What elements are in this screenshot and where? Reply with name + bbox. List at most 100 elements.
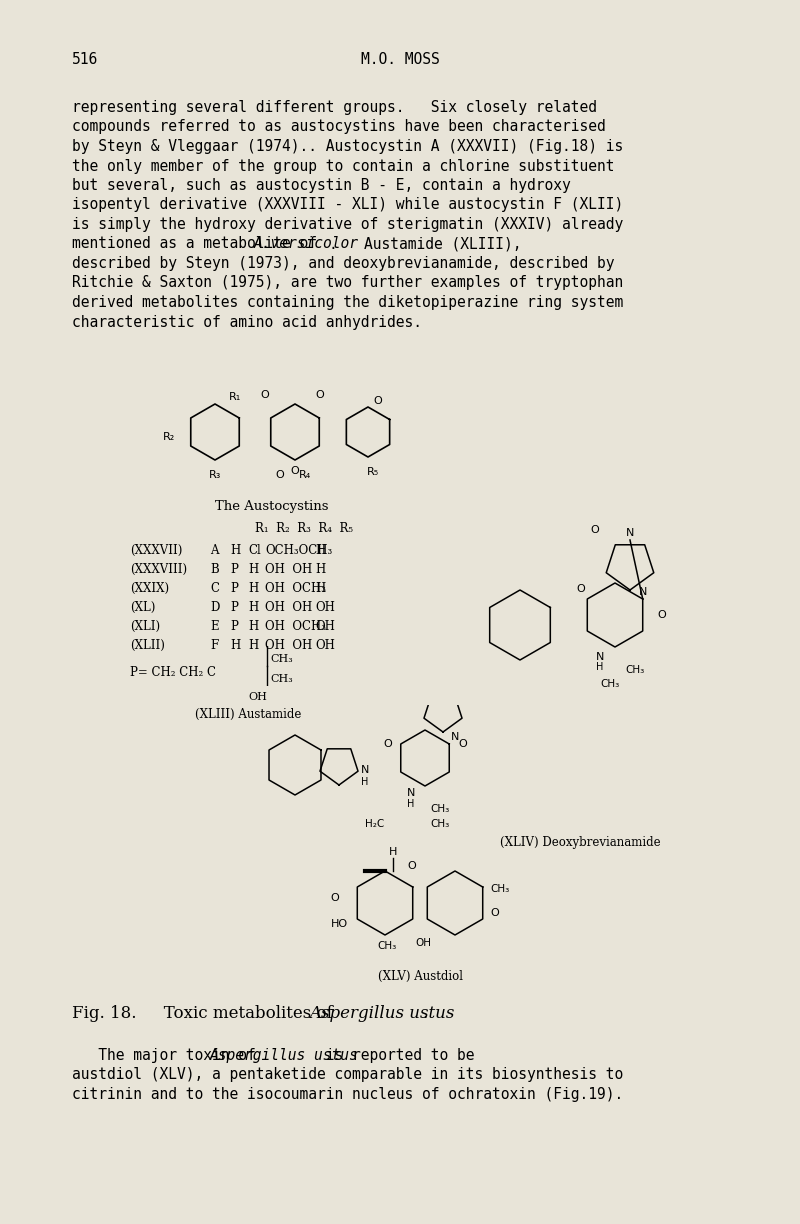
Text: CH₃: CH₃: [600, 679, 620, 689]
Text: H: H: [248, 581, 258, 595]
Text: OH: OH: [415, 938, 431, 949]
Text: N: N: [407, 788, 415, 798]
Text: A: A: [210, 543, 218, 557]
Text: P: P: [230, 581, 238, 595]
Text: OH: OH: [248, 692, 267, 703]
Text: R₅: R₅: [367, 468, 379, 477]
Text: OCH₃OCH₃: OCH₃OCH₃: [265, 543, 332, 557]
Text: (XLV) Austdiol: (XLV) Austdiol: [378, 969, 462, 983]
Text: Fig. 18.: Fig. 18.: [72, 1005, 137, 1022]
Text: The Austocystins: The Austocystins: [215, 499, 329, 513]
Text: O: O: [590, 525, 599, 535]
Text: (XLI): (XLI): [130, 621, 160, 633]
Text: O: O: [383, 739, 392, 749]
Text: Aspergillus ustus: Aspergillus ustus: [210, 1048, 359, 1062]
Text: (XXXVIII): (XXXVIII): [130, 563, 187, 577]
Text: H: H: [389, 847, 397, 857]
Text: N: N: [596, 652, 604, 662]
Text: CH₃: CH₃: [430, 804, 450, 814]
Text: isopentyl derivative (XXXVIII - XLI) while austocystin F (XLII): isopentyl derivative (XXXVIII - XLI) whi…: [72, 197, 623, 213]
Text: O: O: [490, 908, 498, 918]
Text: O: O: [458, 739, 466, 749]
Text: 516: 516: [72, 51, 98, 67]
Text: OH  OH: OH OH: [265, 601, 312, 614]
Text: R₁  R₂  R₃  R₄  R₅: R₁ R₂ R₃ R₄ R₅: [255, 521, 353, 535]
Text: H: H: [315, 563, 326, 577]
Text: Cl: Cl: [248, 543, 261, 557]
Text: Aspergillus ustus: Aspergillus ustus: [309, 1005, 454, 1022]
Text: O: O: [576, 584, 585, 595]
Text: H: H: [361, 777, 368, 787]
Text: N: N: [638, 588, 647, 597]
Text: O: O: [261, 390, 270, 400]
Text: CH₃: CH₃: [270, 654, 293, 663]
Text: (XL): (XL): [130, 601, 155, 614]
Text: P: P: [230, 563, 238, 577]
Text: H: H: [230, 543, 240, 557]
Text: derived metabolites containing the diketopiperazine ring system: derived metabolites containing the diket…: [72, 295, 623, 310]
Text: A.versicolor: A.versicolor: [254, 236, 359, 251]
Text: by Steyn & Vleggaar (1974).. Austocystin A (XXXVII) (Fig.18) is: by Steyn & Vleggaar (1974).. Austocystin…: [72, 140, 623, 154]
Text: M.O. MOSS: M.O. MOSS: [361, 51, 439, 67]
Text: N: N: [361, 765, 370, 775]
Text: R₄: R₄: [299, 470, 311, 480]
Text: the only member of the group to contain a chlorine substituent: the only member of the group to contain …: [72, 158, 614, 174]
Text: OH: OH: [315, 621, 335, 633]
Text: (XXXVII): (XXXVII): [130, 543, 182, 557]
Text: mentioned as a metabolite of: mentioned as a metabolite of: [72, 236, 326, 251]
Text: OH  OH: OH OH: [265, 563, 312, 577]
Text: compounds referred to as austocystins have been characterised: compounds referred to as austocystins ha…: [72, 120, 606, 135]
Text: O: O: [374, 397, 382, 406]
Text: CH₃: CH₃: [430, 819, 450, 829]
Text: O: O: [276, 470, 284, 480]
Text: .: .: [422, 1005, 428, 1022]
Text: P= CH₂ CH₂ C: P= CH₂ CH₂ C: [130, 666, 216, 679]
Text: F: F: [210, 639, 218, 652]
Text: H: H: [248, 563, 258, 577]
Text: CH₃: CH₃: [625, 665, 644, 674]
Text: is reported to be: is reported to be: [317, 1048, 474, 1062]
Text: OH: OH: [315, 639, 335, 652]
Text: E: E: [210, 621, 218, 633]
Text: HO: HO: [331, 919, 348, 929]
Text: Toxic metabolites of: Toxic metabolites of: [148, 1005, 338, 1022]
Text: D: D: [210, 601, 219, 614]
Text: H: H: [315, 581, 326, 595]
Text: H₂C: H₂C: [365, 819, 384, 829]
Text: H: H: [230, 639, 240, 652]
Text: P: P: [230, 601, 238, 614]
Text: N: N: [451, 732, 460, 742]
Text: O: O: [407, 860, 416, 871]
Text: O: O: [290, 466, 299, 476]
Text: (XLIII) Austamide: (XLIII) Austamide: [195, 707, 302, 721]
Text: B: B: [210, 563, 218, 577]
Text: H: H: [248, 621, 258, 633]
Text: O: O: [316, 390, 324, 400]
Text: .   Austamide (XLIII),: . Austamide (XLIII),: [330, 236, 522, 251]
Text: H: H: [248, 639, 258, 652]
Text: CH₃: CH₃: [270, 674, 293, 684]
Text: (XXIX): (XXIX): [130, 581, 169, 595]
Text: austdiol (XLV), a pentaketide comparable in its biosynthesis to: austdiol (XLV), a pentaketide comparable…: [72, 1067, 623, 1082]
Text: C: C: [210, 581, 219, 595]
Text: O: O: [330, 894, 339, 903]
Text: but several, such as austocystin B - E, contain a hydroxy: but several, such as austocystin B - E, …: [72, 177, 570, 193]
Text: citrinin and to the isocoumarin nucleus of ochratoxin (Fig.19).: citrinin and to the isocoumarin nucleus …: [72, 1087, 623, 1102]
Text: N: N: [626, 528, 634, 539]
Text: R₁: R₁: [229, 392, 242, 401]
Text: (XLII): (XLII): [130, 639, 165, 652]
Text: R₃: R₃: [209, 470, 221, 480]
Text: described by Steyn (1973), and deoxybrevianamide, described by: described by Steyn (1973), and deoxybrev…: [72, 256, 614, 271]
Text: H: H: [315, 543, 326, 557]
Text: Ritchie & Saxton (1975), are two further examples of tryptophan: Ritchie & Saxton (1975), are two further…: [72, 275, 623, 290]
Text: CH₃: CH₃: [490, 884, 510, 894]
Text: representing several different groups.   Six closely related: representing several different groups. S…: [72, 100, 597, 115]
Text: CH₃: CH₃: [378, 941, 397, 951]
Text: The major toxin of: The major toxin of: [72, 1048, 265, 1062]
Text: OH  OCH₃: OH OCH₃: [265, 621, 326, 633]
Text: OH  OCH₃: OH OCH₃: [265, 581, 326, 595]
Text: H: H: [407, 799, 414, 809]
Text: OH: OH: [315, 601, 335, 614]
Text: H: H: [596, 662, 604, 672]
Text: OH  OH: OH OH: [265, 639, 312, 652]
